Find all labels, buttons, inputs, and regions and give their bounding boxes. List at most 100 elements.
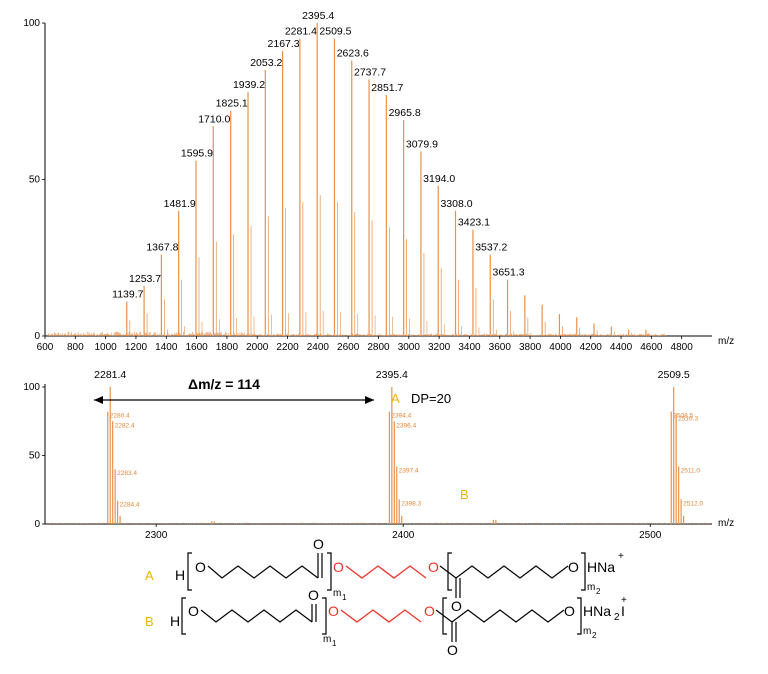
peak-label: 2851.7 <box>371 82 403 94</box>
x-axis-label: m/z <box>718 518 734 529</box>
linker-chain <box>340 609 422 623</box>
x-tick-label: 1600 <box>185 342 208 353</box>
bracket-m2 <box>581 552 586 591</box>
x-axis-label: m/z <box>718 336 734 347</box>
peak-label: 1139.7 <box>112 289 143 301</box>
linker-chain <box>345 565 427 579</box>
x-tick-label: 3200 <box>428 342 451 353</box>
structure-a: A H O O m 1 O O O O HNa + m 2 <box>145 536 624 614</box>
structure-a-charge: + <box>618 551 624 562</box>
isotope-label: 2508.5 <box>673 413 693 420</box>
y-tick-label: 0 <box>34 331 40 342</box>
peak-label: 3308.0 <box>440 198 472 210</box>
x-tick-label: 3800 <box>519 342 542 353</box>
structure-b: B H O O m 1 O O O O HNa 2 I + m 2 <box>145 587 627 658</box>
x-tick-label: 4200 <box>580 342 603 353</box>
peak-label: 1481.9 <box>164 198 196 210</box>
mass-spectrum-zoom: 2280.4 2282.4 2283.4 2284.4 2394.4 2396.4 2397… <box>23 369 734 541</box>
isotope-label: 2512.0 <box>683 500 703 507</box>
x-tick-label: 1000 <box>95 342 118 353</box>
x-tick-label: 4000 <box>549 342 572 353</box>
peak-label: 2167.3 <box>268 38 300 50</box>
cluster-label: 2509.5 <box>658 369 690 381</box>
cluster-label: 2395.4 <box>376 369 408 381</box>
cluster-label: 2281.4 <box>94 369 126 381</box>
peak-label: 3423.1 <box>458 217 490 229</box>
x-tick-label: 2600 <box>337 342 360 353</box>
x-tick-label: 3000 <box>398 342 421 353</box>
mass-spectrum-full: 1139.7 1253.7 1367.8 1481.9 1595.9 1710.0 1825… <box>23 10 734 353</box>
peak-label: 3079.9 <box>406 138 438 150</box>
structure-b-suffix: HNa <box>583 603 611 619</box>
bracket-left <box>181 597 186 635</box>
o-atom: O <box>195 559 206 575</box>
peak-label: 2965.8 <box>389 107 421 119</box>
structure-a-suffix: HNa <box>587 559 615 575</box>
bracket-m1 <box>327 552 332 591</box>
bracket-right-open <box>442 597 447 635</box>
peak-label: 3651.3 <box>492 267 524 279</box>
bracket-left <box>187 552 192 591</box>
chain-left <box>200 609 313 623</box>
peak-label: 2281.4 <box>285 26 317 38</box>
peak-label: 1710.0 <box>198 113 230 125</box>
isotope-label: 2511.0 <box>681 467 701 474</box>
x-tick-label: 2200 <box>276 342 299 353</box>
baseline-noise <box>47 331 666 336</box>
chain-right <box>435 609 565 623</box>
m1-sub: 1 <box>332 639 337 648</box>
y-tick-label: 50 <box>29 451 41 462</box>
o-atom-linker-2: O <box>428 559 439 575</box>
o-atom-end: O <box>568 559 579 575</box>
structure-b-h: H <box>170 613 180 629</box>
y-tick-label: 100 <box>23 382 40 393</box>
m1-sub: 1 <box>342 593 347 602</box>
isotope-label: 2398.3 <box>401 500 421 507</box>
x-tick-label: 4600 <box>640 342 663 353</box>
x-tick-label: 4800 <box>671 342 694 353</box>
structure-b-label: B <box>145 614 154 629</box>
isotope-label: 2280.4 <box>110 413 130 420</box>
x-tick-label: 1800 <box>216 342 239 353</box>
x-tick-label: 3600 <box>489 342 512 353</box>
peak-label: 2509.5 <box>319 26 351 38</box>
y-tick-label: 50 <box>29 175 41 186</box>
peak-label: 2053.2 <box>250 57 282 69</box>
isotope-label: 2397.4 <box>399 467 419 474</box>
m2-sub: 2 <box>596 587 601 596</box>
delta-arrow-head-right <box>365 396 374 404</box>
o-atom-linker: O <box>333 559 344 575</box>
peak-label: 2395.4 <box>302 10 334 22</box>
o-atom: O <box>188 603 199 619</box>
bracket-m2 <box>577 597 582 635</box>
chain-left <box>207 565 319 579</box>
x-tick-label: 1400 <box>155 342 178 353</box>
x-tick-label: 600 <box>37 342 54 353</box>
structure-b-sub: 2 <box>614 612 620 623</box>
peak-label: 1595.9 <box>181 148 213 160</box>
o-atom-linker-2: O <box>424 603 435 619</box>
baseline-noise <box>47 522 709 524</box>
x-tick-label: 2500 <box>639 530 662 541</box>
isotope-label: 2396.4 <box>396 422 416 429</box>
structure-b-tail: I <box>621 603 625 619</box>
m2-label: m <box>583 626 591 637</box>
m1-label: m <box>333 588 341 599</box>
y-tick-label: 100 <box>23 18 40 29</box>
o-atom-carbonyl-2: O <box>451 598 462 614</box>
x-tick-label: 2000 <box>246 342 269 353</box>
o-atom-end: O <box>564 603 575 619</box>
structure-b-charge: + <box>621 595 627 606</box>
peak-label: 1253.7 <box>129 273 161 285</box>
peak-label: 1825.1 <box>216 98 248 110</box>
peak-label: 2623.6 <box>337 48 369 60</box>
x-tick-label: 2800 <box>367 342 390 353</box>
peak-label: 1939.2 <box>233 79 265 91</box>
m2-label: m <box>587 582 595 593</box>
o-atom-carbonyl-2: O <box>447 642 458 658</box>
structure-a-h: H <box>175 567 185 583</box>
chain-right <box>439 565 569 579</box>
m2-sub: 2 <box>592 631 597 640</box>
x-tick-label: 4400 <box>610 342 633 353</box>
o-atom-carbonyl: O <box>313 536 324 552</box>
